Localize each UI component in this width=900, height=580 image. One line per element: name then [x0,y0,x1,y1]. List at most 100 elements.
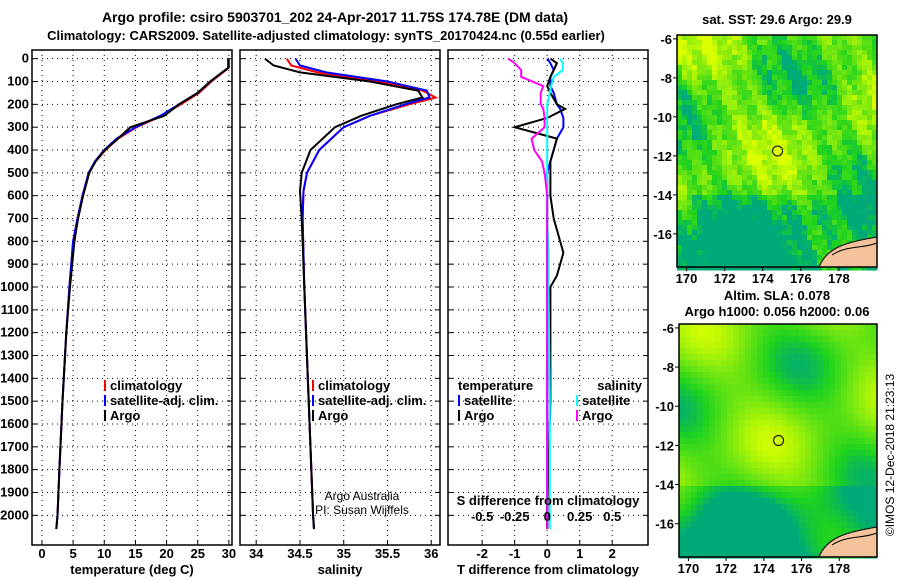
map-cell [822,90,828,96]
map-cell [742,150,748,156]
map-cell [717,105,723,111]
map-cell [717,65,723,71]
map-cell [763,492,770,499]
map-cell [857,55,863,61]
map-cell [837,95,843,101]
map-cell [781,342,788,349]
map-cell [709,456,716,463]
map-cell [829,462,836,469]
sla-map-subtitle: Argo h1000: 0.056 h2000: 0.06 [685,304,870,319]
map-cell [737,160,743,166]
map-cell [733,462,740,469]
map-cell [762,65,768,71]
plot-frame [31,49,233,546]
map-cell [733,372,740,379]
map-cell [827,50,833,56]
map-cell [691,528,698,535]
map-cell [757,516,764,523]
map-cell [823,390,830,397]
map-cell [767,195,773,201]
map-cell [687,110,693,116]
map-cell [747,35,753,41]
map-cell [822,115,828,121]
map-cell [745,330,752,337]
map-cell [802,50,808,56]
map-cell [777,240,783,246]
map-cell [847,130,853,136]
map-cell [827,105,833,111]
map-cell [733,468,740,475]
map-cell [782,190,788,196]
map-cell [832,45,838,51]
map-cell [871,492,878,499]
map-cell [853,390,860,397]
map-cell [782,240,788,246]
map-cell [827,235,833,241]
map-cell [712,110,718,116]
map-cell [742,190,748,196]
map-cell [697,354,704,361]
map-cell [811,378,818,385]
map-cell [767,50,773,56]
map-cell [797,35,803,41]
map-cell [787,195,793,201]
map-cell [811,414,818,421]
map-cell [691,474,698,481]
map-cell [732,150,738,156]
map-cell [835,504,842,511]
map-cell [717,160,723,166]
map-cell [757,540,764,547]
map-cell [702,180,708,186]
map-cell [709,468,716,475]
map-cell [781,324,788,331]
map-frame [678,323,878,558]
map-cell [802,210,808,216]
map-cell [837,115,843,121]
map-cell [727,230,733,236]
map-cell [762,210,768,216]
map-cell [751,372,758,379]
map-cell [732,85,738,91]
map-cell [817,90,823,96]
map-cell [805,528,812,535]
map-cell [805,480,812,487]
map-cell [792,160,798,166]
map-cell [829,534,836,541]
map-cell [727,90,733,96]
map-cell [757,155,763,161]
coastline [831,242,878,256]
map-cell [777,165,783,171]
map-cell [777,70,783,76]
map-cell [872,195,878,201]
map-cell [727,360,734,367]
map-cell [827,95,833,101]
map-cell [807,220,813,226]
map-cell [677,95,683,101]
map-cell [717,70,723,76]
temperature-panel [31,49,233,546]
map-cell [751,528,758,535]
map-cell [782,180,788,186]
map-cell [691,426,698,433]
map-cell [721,402,728,409]
map-cell [745,354,752,361]
map-cell [857,160,863,166]
map-cell [797,160,803,166]
map-cell [732,45,738,51]
map-cell [812,85,818,91]
map-cell [832,200,838,206]
map-cell [797,40,803,46]
map-cell [685,498,692,505]
map-cell [717,90,723,96]
map-cell [691,552,698,559]
map-cell [787,50,793,56]
map-cell [745,360,752,367]
map-cell [722,80,728,86]
map-cell [682,150,688,156]
map-cell [857,155,863,161]
y-tick-label: 100 [7,74,29,89]
map-cell [857,95,863,101]
map-cell [822,235,828,241]
map-cell [682,230,688,236]
map-cell [702,75,708,81]
